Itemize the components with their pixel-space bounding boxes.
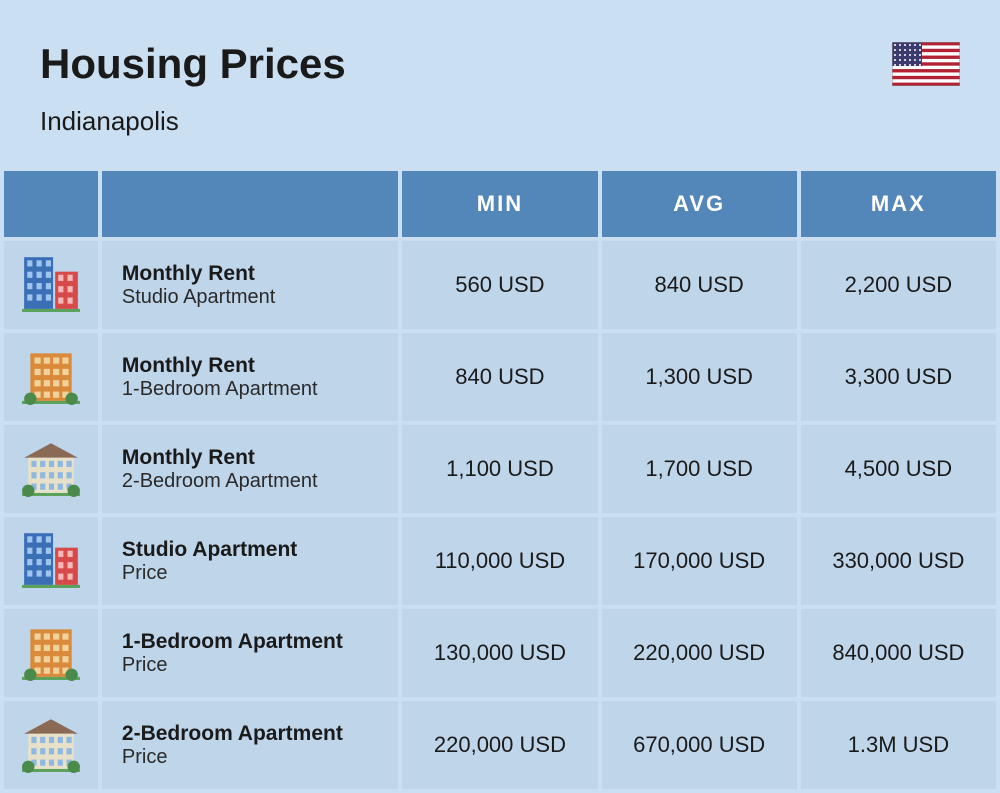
row-title: 1-Bedroom Apartment: [122, 630, 384, 654]
row-label-cell: Monthly RentStudio Apartment: [102, 241, 398, 329]
table-row: 1-Bedroom ApartmentPrice130,000 USD220,0…: [4, 609, 996, 697]
row-subtitle: 2-Bedroom Apartment: [122, 470, 384, 493]
building-b-icon: [20, 343, 82, 405]
cell-avg: 1,300 USD: [602, 333, 797, 421]
row-title: 2-Bedroom Apartment: [122, 722, 384, 746]
cell-avg: 1,700 USD: [602, 425, 797, 513]
cell-max: 840,000 USD: [801, 609, 996, 697]
cell-max: 3,300 USD: [801, 333, 996, 421]
row-subtitle: Price: [122, 746, 384, 769]
column-header-icon: [4, 171, 98, 237]
table-row: Studio ApartmentPrice110,000 USD170,000 …: [4, 517, 996, 605]
row-icon-cell: [4, 609, 98, 697]
row-title: Monthly Rent: [122, 446, 384, 470]
column-header-max: MAX: [801, 171, 996, 237]
building-c-icon: [20, 435, 82, 497]
row-label-cell: Monthly Rent2-Bedroom Apartment: [102, 425, 398, 513]
row-icon-cell: [4, 517, 98, 605]
row-label-cell: Studio ApartmentPrice: [102, 517, 398, 605]
cell-min: 110,000 USD: [402, 517, 597, 605]
building-c-icon: [20, 711, 82, 773]
column-header-label: [102, 171, 398, 237]
cell-min: 560 USD: [402, 241, 597, 329]
cell-avg: 170,000 USD: [602, 517, 797, 605]
table-body: Monthly RentStudio Apartment560 USD840 U…: [4, 241, 996, 789]
row-subtitle: 1-Bedroom Apartment: [122, 378, 384, 401]
row-title: Monthly Rent: [122, 354, 384, 378]
page-title: Housing Prices: [40, 40, 960, 88]
row-title: Monthly Rent: [122, 262, 384, 286]
row-subtitle: Studio Apartment: [122, 286, 384, 309]
table-row: Monthly Rent2-Bedroom Apartment1,100 USD…: [4, 425, 996, 513]
cell-avg: 840 USD: [602, 241, 797, 329]
table-header-row: MIN AVG MAX: [4, 171, 996, 237]
header: Housing Prices Indianapolis: [0, 0, 1000, 167]
table-row: Monthly RentStudio Apartment560 USD840 U…: [4, 241, 996, 329]
cell-min: 130,000 USD: [402, 609, 597, 697]
cell-avg: 220,000 USD: [602, 609, 797, 697]
cell-min: 1,100 USD: [402, 425, 597, 513]
building-a-icon: [20, 251, 82, 313]
row-icon-cell: [4, 425, 98, 513]
row-icon-cell: [4, 241, 98, 329]
cell-min: 840 USD: [402, 333, 597, 421]
cell-max: 2,200 USD: [801, 241, 996, 329]
column-header-min: MIN: [402, 171, 597, 237]
cell-max: 4,500 USD: [801, 425, 996, 513]
column-header-avg: AVG: [602, 171, 797, 237]
housing-prices-table: MIN AVG MAX Monthly RentStudio Apartment…: [0, 167, 1000, 793]
row-label-cell: 1-Bedroom ApartmentPrice: [102, 609, 398, 697]
row-subtitle: Price: [122, 562, 384, 585]
cell-max: 330,000 USD: [801, 517, 996, 605]
building-b-icon: [20, 619, 82, 681]
row-title: Studio Apartment: [122, 538, 384, 562]
row-label-cell: Monthly Rent1-Bedroom Apartment: [102, 333, 398, 421]
row-icon-cell: [4, 333, 98, 421]
page-subtitle: Indianapolis: [40, 106, 960, 137]
row-subtitle: Price: [122, 654, 384, 677]
building-a-icon: [20, 527, 82, 589]
table-row: Monthly Rent1-Bedroom Apartment840 USD1,…: [4, 333, 996, 421]
us-flag-icon: [892, 42, 960, 86]
